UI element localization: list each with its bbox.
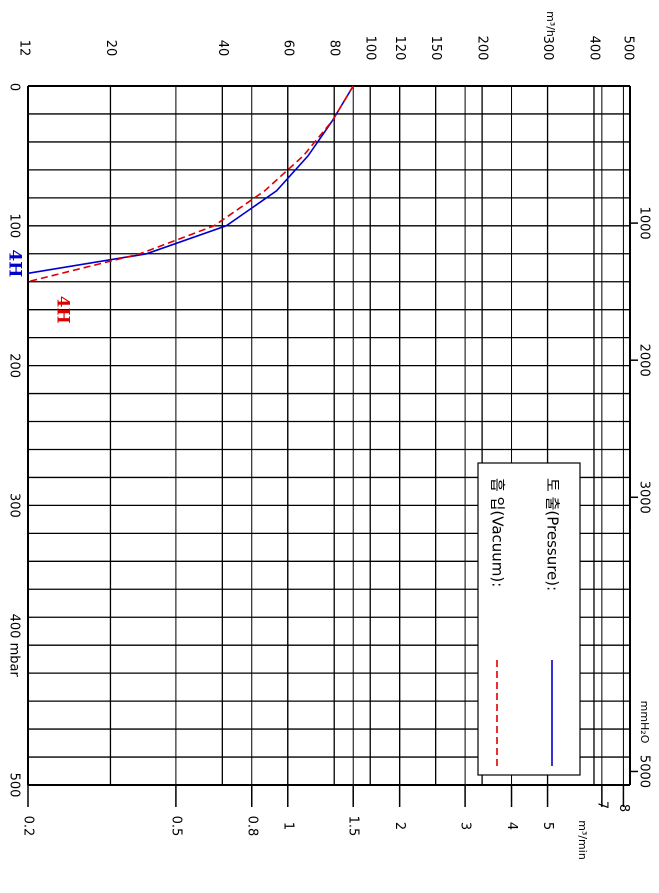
tick-label-m3h-200: 200 <box>475 36 490 61</box>
series-line-pressure <box>27 85 354 275</box>
tick-label-m3h-40: 40 <box>215 40 230 57</box>
tick-label-m3h-300: 300 <box>540 36 555 61</box>
tick-label-mmh2o-1000: 1000 <box>637 207 652 240</box>
tick-label-m3h-12: 12 <box>17 40 32 57</box>
tick-label-m3h-400: 400 <box>586 36 601 61</box>
tick-label-m3h-60: 60 <box>280 40 295 57</box>
legend-label-pressure: 토 출(Pressure): <box>544 478 562 591</box>
legend-label-vacuum: 흡 입(Vacuum): <box>489 478 507 587</box>
tick-labels: 12 20 40 60 80 100 120 150 200 300 400 500m³/h01002… <box>7 11 652 860</box>
series-label-pressure: 4H <box>5 249 25 277</box>
tick-label-m3min-1.5: 1.5 <box>346 816 361 837</box>
tick-label-m3h-20: 20 <box>103 40 118 57</box>
tick-label-m3min-3: 3 <box>458 822 473 830</box>
tick-label-m3min-0.2: 0.2 <box>21 816 36 837</box>
legend: 토 출(Pressure): 흡 입(Vacuum): <box>477 462 581 776</box>
tick-label-mbar-300: 300 <box>7 493 22 518</box>
tick-label-mmh2o-2000: 2000 <box>637 344 652 377</box>
tick-label-mbar-200: 200 <box>7 353 22 378</box>
tick-label-mbar-500: 500 <box>7 773 22 798</box>
tick-label-m3min-0.5: 0.5 <box>168 816 183 837</box>
tick-label-m3h-500: 500 <box>621 36 636 61</box>
axis-unit-m3min: m³/min <box>576 820 589 860</box>
tick-label-mbar-100: 100 <box>7 213 22 238</box>
tick-label-mbar-0: 0 <box>7 83 22 91</box>
axis-unit-m3h: m³/h <box>544 11 557 37</box>
tick-label-mmh2o-3000: 3000 <box>637 481 652 514</box>
tick-label-m3min-4: 4 <box>504 822 519 830</box>
legend-box <box>477 462 581 776</box>
tick-label-m3h-100: 100 <box>363 36 378 61</box>
plot-frame <box>27 85 638 807</box>
tick-label-m3h-120: 120 <box>392 36 407 61</box>
tick-label-m3min-0.8: 0.8 <box>244 816 259 837</box>
axis-unit-mmh2o: mmH₂O <box>638 701 651 744</box>
series-label-vacuum: 4H <box>53 296 73 324</box>
tick-label-m3min-8: 8 <box>616 804 631 812</box>
series-layer: 4H 4H <box>5 85 354 324</box>
tick-label-mmh2o-5000: 5000 <box>637 755 652 788</box>
tick-label-m3min-5: 5 <box>540 822 555 830</box>
tick-label-m3min-1: 1 <box>280 822 295 830</box>
series-line-vacuum <box>27 85 354 283</box>
tick-label-m3min-7: 7 <box>594 801 609 809</box>
tick-label-mbar-400-mbar: 400 mbar <box>7 614 22 678</box>
tick-label-m3min-2: 2 <box>392 822 407 830</box>
tick-label-m3h-80: 80 <box>327 40 342 57</box>
tick-label-m3h-150: 150 <box>428 36 443 61</box>
